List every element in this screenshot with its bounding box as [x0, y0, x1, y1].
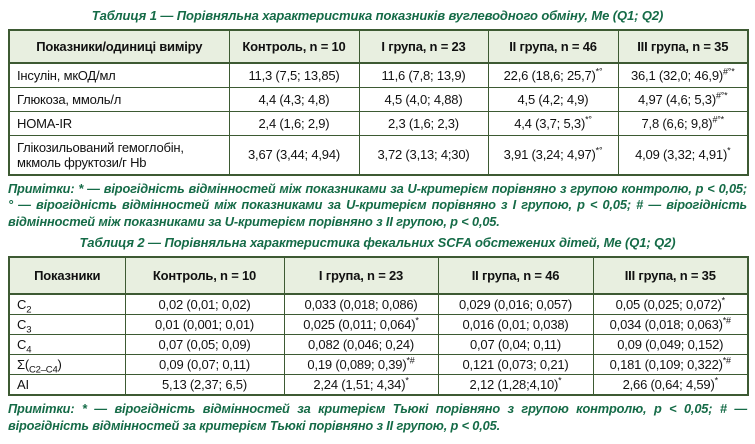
table2-body: С2 0,02 (0,01; 0,02) 0,033 (0,018; 0,086) 0… — [8, 293, 749, 396]
table-row: Інсулін, мкОД/мл 11,3 (7,5; 13,85) 11,6 (7… — [8, 62, 749, 88]
row-label-cell: HOMA-IR — [8, 110, 230, 136]
table1-header: Показники/одиниці виміру Контроль, n = 10… — [8, 29, 749, 64]
significance-marker: *° — [595, 145, 603, 156]
row-label-cell: Глікозильований гемоглобін, мкмоль фрукт… — [8, 134, 230, 176]
value-cell: 5,13 (2,37; 6,5) — [124, 373, 285, 396]
significance-marker: *# — [722, 315, 731, 326]
significance-marker: * — [405, 375, 409, 386]
value-cell: 0,121 (0,073; 0,21) — [437, 353, 594, 375]
row-label-cell: Σ(С2–С4) — [8, 353, 126, 376]
significance-marker: *° — [585, 114, 592, 125]
column-header: І група, n = 23 — [358, 29, 489, 64]
header-row: Показники/одиниці виміру Контроль, n = 10… — [8, 29, 749, 64]
value-cell: 4,97 (4,6; 5,3)#°* — [617, 86, 749, 112]
table-row: С3 0,01 (0,001; 0,01) 0,025 (0,011; 0,064)… — [8, 313, 749, 336]
value-cell: 0,033 (0,018; 0,086) — [283, 293, 439, 315]
table1-body: Інсулін, мкОД/мл 11,3 (7,5; 13,85) 11,6 (7… — [8, 62, 749, 176]
value-cell: 11,3 (7,5; 13,85) — [228, 62, 360, 88]
subscript: С2–С4 — [28, 364, 58, 376]
significance-marker: * — [727, 145, 731, 156]
value-cell: 0,082 (0,046; 0,24) — [283, 333, 439, 355]
column-header: Контроль, n = 10 — [228, 29, 360, 64]
table-row: Σ(С2–С4) 0,09 (0,07; 0,11) 0,19 (0,089; 0,… — [8, 353, 749, 376]
significance-marker: * — [415, 315, 419, 326]
value-cell: 0,034 (0,018; 0,063)*# — [592, 313, 749, 335]
table-row: HOMA-IR 2,4 (1,6; 2,9) 2,3 (1,6; 2,3) 4,4 (… — [8, 110, 749, 136]
row-label-cell: АІ — [8, 373, 126, 396]
significance-marker: *# — [406, 355, 415, 366]
value-cell: 7,8 (6,6; 9,8)#°* — [617, 110, 749, 136]
table1-title: Таблиця 1 — Порівняльна характеристика п… — [91, 8, 664, 23]
column-header: ІІ група, n = 46 — [487, 29, 619, 64]
table2: Показники Контроль, n = 10 І група, n = 23… — [8, 255, 749, 396]
significance-marker: #°* — [712, 114, 724, 125]
table2-note: Примітки: * — вірогідність відмінностей … — [8, 400, 747, 433]
subscript: 3 — [26, 324, 32, 336]
value-cell: 0,029 (0,016; 0,057) — [437, 293, 594, 315]
subscript: 2 — [26, 304, 32, 316]
column-header: ІІ група, n = 46 — [437, 256, 594, 295]
value-cell: 0,025 (0,011; 0,064)* — [283, 313, 439, 335]
significance-marker: *# — [722, 355, 731, 366]
significance-marker: *° — [595, 66, 603, 77]
value-cell: 2,66 (0,64; 4,59)* — [592, 373, 749, 396]
value-cell: 0,016 (0,01; 0,038) — [437, 313, 594, 335]
value-cell: 0,07 (0,05; 0,09) — [124, 333, 285, 355]
row-label-cell: С3 — [8, 313, 126, 336]
column-header: ІІІ група, n = 35 — [617, 29, 749, 64]
value-cell: 4,4 (4,3; 4,8) — [228, 86, 360, 112]
table-row: Глікозильований гемоглобін, мкмоль фрукт… — [8, 134, 749, 176]
row-label-cell: Інсулін, мкОД/мл — [8, 62, 230, 88]
value-cell: 11,6 (7,8; 13,9) — [358, 62, 489, 88]
column-header: Показники/одиниці виміру — [8, 29, 230, 64]
column-header: Показники — [8, 256, 126, 295]
table1: Показники/одиниці виміру Контроль, n = 10… — [8, 28, 749, 176]
header-row: Показники Контроль, n = 10 І група, n = 23… — [8, 256, 749, 295]
table1-note: Примітки: * — вірогідність відмінностей … — [8, 180, 747, 230]
value-cell: 2,4 (1,6; 2,9) — [228, 110, 360, 136]
row-label-cell: Глюкоза, ммоль/л — [8, 86, 230, 112]
row-label-cell: С4 — [8, 333, 126, 356]
value-cell: 0,07 (0,04; 0,11) — [437, 333, 594, 355]
value-cell: 0,09 (0,049; 0,152) — [592, 333, 749, 355]
value-cell: 4,09 (3,32; 4,91)* — [617, 134, 749, 176]
value-cell: 3,91 (3,24; 4,97)*° — [487, 134, 619, 176]
significance-marker: * — [714, 375, 719, 386]
table-row: АІ 5,13 (2,37; 6,5) 2,24 (1,51; 4,34)* 2,12… — [8, 373, 749, 396]
subscript: 4 — [26, 344, 32, 356]
value-cell: 36,1 (32,0; 46,9)#°* — [617, 62, 749, 88]
value-cell: 0,01 (0,001; 0,01) — [124, 313, 285, 335]
table2-title: Таблиця 2 — Порівняльна характеристика ф… — [79, 235, 676, 251]
significance-marker: * — [558, 375, 562, 386]
column-header: І група, n = 23 — [283, 256, 439, 295]
value-cell: 3,67 (3,44; 4,94) — [228, 134, 360, 176]
value-cell: 2,3 (1,6; 2,3) — [358, 110, 489, 136]
value-cell: 4,5 (4,2; 4,9) — [487, 86, 619, 112]
value-cell: 0,19 (0,089; 0,39)*# — [283, 353, 439, 375]
value-cell: 4,5 (4,0; 4,88) — [358, 86, 489, 112]
value-cell: 22,6 (18,6; 25,7)*° — [487, 62, 619, 88]
table-row: С4 0,07 (0,05; 0,09) 0,082 (0,046; 0,24) 0,… — [8, 333, 749, 356]
value-cell: 0,02 (0,01; 0,02) — [124, 293, 285, 315]
column-header: ІІІ група, n = 35 — [592, 256, 749, 295]
value-cell: 0,05 (0,025; 0,072)* — [592, 293, 749, 315]
value-cell: 2,24 (1,51; 4,34)* — [283, 373, 439, 396]
value-cell: 4,4 (3,7; 5,3)*° — [487, 110, 619, 136]
value-cell: 2,12 (1,28;4,10)* — [437, 373, 594, 396]
value-cell: 0,09 (0,07; 0,11) — [124, 353, 285, 375]
significance-marker: #°* — [715, 90, 728, 101]
table2-header: Показники Контроль, n = 10 І група, n = 23… — [8, 256, 749, 295]
table-row: Глюкоза, ммоль/л 4,4 (4,3; 4,8) 4,5 (4,0; … — [8, 86, 749, 112]
value-cell: 0,181 (0,109; 0,322)*# — [592, 353, 749, 375]
significance-marker: * — [721, 295, 726, 306]
value-cell: 3,72 (3,13; 4;30) — [358, 134, 489, 176]
table-row: С2 0,02 (0,01; 0,02) 0,033 (0,018; 0,086) 0… — [8, 293, 749, 316]
column-header: Контроль, n = 10 — [124, 256, 285, 295]
row-label-cell: С2 — [8, 293, 126, 316]
significance-marker: #°* — [722, 66, 735, 77]
